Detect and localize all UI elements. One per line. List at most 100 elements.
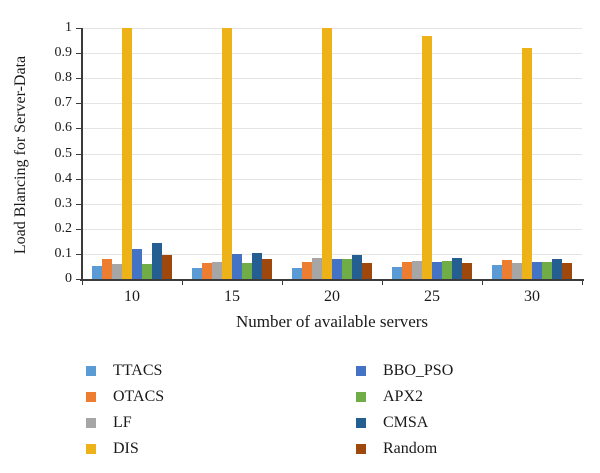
bar-random: [162, 255, 172, 279]
legend-swatch-dis: [86, 444, 96, 454]
x-tick-label: 15: [224, 288, 240, 305]
bar-random: [562, 263, 572, 279]
y-gridline: [82, 103, 582, 105]
y-axis-tick: [76, 228, 81, 230]
legend-label-otacs: OTACS: [113, 388, 165, 405]
y-axis-tick: [76, 279, 81, 280]
y-axis-tick: [76, 78, 81, 80]
y-tick-label: 0.9: [54, 45, 73, 61]
legend-swatch-cmsa: [356, 418, 366, 428]
bar-dis: [222, 28, 232, 279]
legend-label-ttacs: TTACS: [113, 362, 163, 379]
y-tick-label: 0: [65, 271, 72, 286]
bar-lf: [512, 263, 522, 279]
y-tick-label: 0.2: [54, 220, 73, 236]
y-tick-label: 0.3: [54, 195, 73, 211]
legend-swatch-apx2: [356, 392, 366, 402]
legend-label-apx2: APX2: [383, 388, 424, 405]
bar-otacs: [402, 262, 412, 279]
bar-cmsa: [552, 259, 562, 279]
legend-swatch-lf: [86, 418, 96, 428]
y-gridline: [82, 253, 582, 255]
x-axis-tick: [182, 281, 183, 285]
x-axis-tick: [82, 281, 83, 285]
bar-random: [462, 263, 472, 279]
bar-bbo_pso: [232, 254, 242, 279]
bar-ttacs: [192, 268, 202, 279]
y-gridline: [82, 203, 582, 205]
legend-swatch-otacs: [86, 392, 96, 402]
bar-apx2: [542, 262, 552, 279]
legend-swatch-ttacs: [86, 366, 96, 376]
bar-ttacs: [92, 266, 102, 279]
y-axis-tick: [76, 153, 81, 155]
bar-otacs: [102, 259, 112, 279]
y-axis-title: Load Blancing for Server-Data: [12, 55, 29, 255]
y-tick-label: 0.4: [54, 170, 73, 186]
legend-swatch-bbo_pso: [356, 366, 366, 376]
y-tick-label: 0.7: [54, 95, 73, 111]
bar-ttacs: [292, 268, 302, 279]
y-axis-tick: [76, 53, 81, 55]
bar-dis: [422, 36, 432, 279]
y-gridline: [82, 28, 582, 29]
x-axis-line: [80, 279, 584, 281]
bar-apx2: [242, 263, 252, 279]
y-axis-tick: [76, 203, 81, 205]
bar-bbo_pso: [332, 259, 342, 279]
legend-label-bbo_pso: BBO_PSO: [383, 362, 454, 379]
bar-bbo_pso: [532, 262, 542, 279]
y-axis-tick: [76, 253, 81, 255]
legend-label-lf: LF: [113, 414, 132, 431]
x-axis-tick: [482, 281, 483, 285]
bar-apx2: [442, 261, 452, 279]
legend-label-cmsa: CMSA: [383, 414, 429, 431]
y-axis-line: [81, 28, 83, 281]
y-axis-tick: [76, 178, 81, 180]
bar-lf: [112, 264, 122, 279]
bar-otacs: [202, 263, 212, 279]
bar-dis: [122, 28, 132, 279]
x-tick-label: 20: [324, 288, 340, 305]
bar-ttacs: [492, 265, 502, 279]
y-gridline: [82, 228, 582, 230]
legend-swatch-random: [356, 444, 366, 454]
y-gridline: [82, 53, 582, 55]
x-tick-label: 10: [124, 288, 140, 305]
bar-lf: [212, 262, 222, 279]
bar-lf: [312, 258, 322, 279]
y-axis-tick: [76, 103, 81, 105]
y-axis-tick: [76, 28, 81, 29]
y-gridline: [82, 178, 582, 180]
legend-label-dis: DIS: [113, 440, 139, 457]
bar-dis: [522, 48, 532, 279]
bar-lf: [412, 261, 422, 279]
bar-otacs: [302, 262, 312, 279]
y-tick-label: 0.6: [54, 120, 73, 136]
legend-label-random: Random: [383, 440, 438, 457]
x-axis-tick: [382, 281, 383, 285]
y-tick-label: 0.1: [54, 245, 73, 261]
y-gridline: [82, 128, 582, 130]
bar-cmsa: [252, 253, 262, 279]
bar-dis: [322, 28, 332, 279]
bar-cmsa: [152, 243, 162, 279]
x-axis-tick: [582, 281, 583, 285]
x-tick-label: 30: [524, 288, 540, 305]
bar-ttacs: [392, 267, 402, 279]
y-tick-label: 0.8: [54, 70, 73, 86]
bar-bbo_pso: [432, 262, 442, 279]
bar-otacs: [502, 260, 512, 279]
x-axis-tick: [282, 281, 283, 285]
bar-bbo_pso: [132, 249, 142, 279]
y-gridline: [82, 153, 582, 155]
x-axis-title: Number of available servers: [235, 312, 429, 331]
y-gridline: [82, 78, 582, 80]
bar-apx2: [142, 264, 152, 279]
bar-random: [362, 263, 372, 279]
bar-cmsa: [452, 258, 462, 279]
bar-apx2: [342, 259, 352, 279]
y-tick-label: 1: [65, 20, 72, 35]
y-axis-tick: [76, 128, 81, 130]
